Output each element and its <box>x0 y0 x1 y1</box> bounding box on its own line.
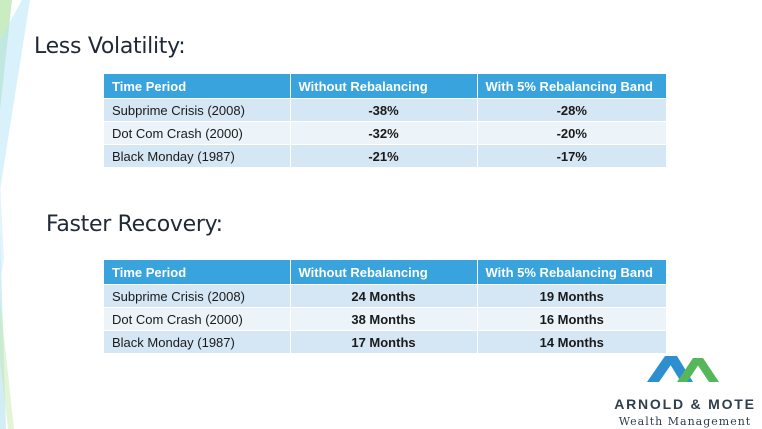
table-row: Black Monday (1987) -21% -17% <box>104 144 666 167</box>
with-rebalancing-cell: 19 Months <box>477 284 666 308</box>
section-heading-volatility: Less Volatility: <box>34 34 186 59</box>
without-rebalancing-cell: 38 Months <box>290 307 478 331</box>
column-header-with-rebalancing: With 5% Rebalancing Band <box>477 74 666 99</box>
with-rebalancing-cell: 14 Months <box>477 330 666 353</box>
decorative-left-stripes <box>0 0 30 429</box>
time-period-cell: Dot Com Crash (2000) <box>104 307 291 331</box>
column-header-without-rebalancing: Without Rebalancing <box>290 74 478 99</box>
recovery-table: Time Period Without Rebalancing With 5% … <box>104 260 666 353</box>
section-heading-recovery: Faster Recovery: <box>46 212 223 237</box>
without-rebalancing-cell: -32% <box>290 121 478 145</box>
table-row: Black Monday (1987) 17 Months 14 Months <box>104 330 666 353</box>
table-row: Subprime Crisis (2008) -38% -28% <box>104 98 666 122</box>
with-rebalancing-cell: -28% <box>477 98 666 122</box>
logo-name: ARNOLD & MOTE <box>614 396 756 412</box>
without-rebalancing-cell: -38% <box>290 98 478 122</box>
logo-subtitle: Wealth Management <box>618 415 752 428</box>
column-header-time-period: Time Period <box>104 260 291 285</box>
without-rebalancing-cell: 17 Months <box>290 330 478 353</box>
column-header-with-rebalancing: With 5% Rebalancing Band <box>477 260 666 285</box>
table-header-row: Time Period Without Rebalancing With 5% … <box>104 74 666 99</box>
with-rebalancing-cell: 16 Months <box>477 307 666 331</box>
table-row: Dot Com Crash (2000) 38 Months 16 Months <box>104 307 666 331</box>
mountain-chevrons-icon <box>647 356 719 382</box>
column-header-without-rebalancing: Without Rebalancing <box>290 260 478 285</box>
with-rebalancing-cell: -17% <box>477 144 666 167</box>
company-logo: ARNOLD & MOTE Wealth Management <box>610 352 760 429</box>
with-rebalancing-cell: -20% <box>477 121 666 145</box>
table-row: Dot Com Crash (2000) -32% -20% <box>104 121 666 145</box>
time-period-cell: Black Monday (1987) <box>104 144 291 167</box>
column-header-time-period: Time Period <box>104 74 291 99</box>
time-period-cell: Subprime Crisis (2008) <box>104 98 291 122</box>
table-row: Subprime Crisis (2008) 24 Months 19 Mont… <box>104 284 666 308</box>
table-header-row: Time Period Without Rebalancing With 5% … <box>104 260 666 285</box>
without-rebalancing-cell: 24 Months <box>290 284 478 308</box>
without-rebalancing-cell: -21% <box>290 144 478 167</box>
volatility-table: Time Period Without Rebalancing With 5% … <box>104 74 666 167</box>
time-period-cell: Subprime Crisis (2008) <box>104 284 291 308</box>
time-period-cell: Black Monday (1987) <box>104 330 291 353</box>
time-period-cell: Dot Com Crash (2000) <box>104 121 291 145</box>
